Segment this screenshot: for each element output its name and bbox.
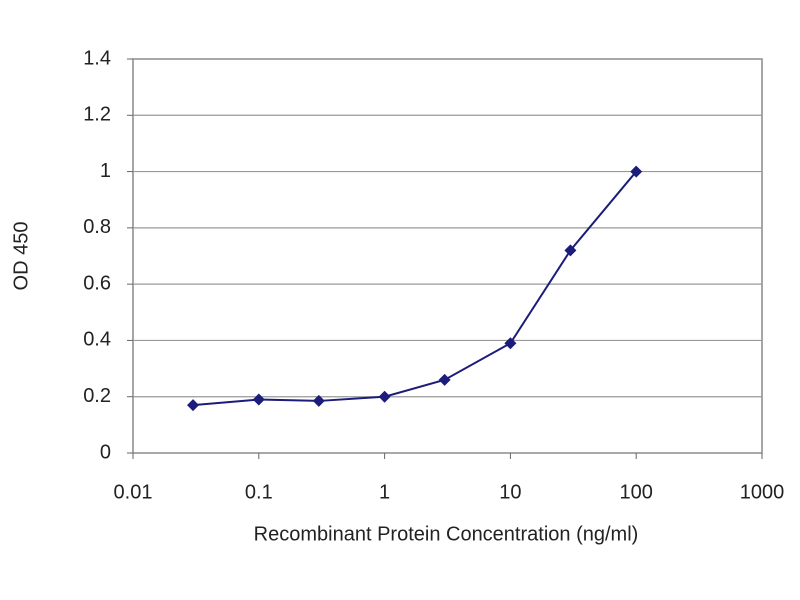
- x-tick-label: 1: [379, 481, 390, 503]
- data-point: [438, 373, 451, 386]
- y-tick-label: 1.4: [83, 47, 111, 69]
- y-tick-label: 0.4: [83, 329, 111, 351]
- x-tick-label: 10: [499, 481, 521, 503]
- series-line: [192, 170, 637, 407]
- data-point: [564, 244, 577, 257]
- data-point: [312, 394, 325, 407]
- y-tick-label: 1: [100, 160, 111, 182]
- data-point: [187, 399, 200, 412]
- y-tick-label: 0: [100, 441, 111, 463]
- x-tick-label: 0.1: [245, 481, 273, 503]
- data-point: [252, 393, 265, 406]
- y-tick-label: 0.2: [83, 385, 111, 407]
- plot-frame: [132, 58, 763, 454]
- data-point: [378, 390, 391, 403]
- x-tick-label: 100: [620, 481, 653, 503]
- y-tick-label: 1.2: [83, 104, 111, 126]
- x-tick-label: 1000: [740, 481, 785, 503]
- x-tick-label: 0.01: [114, 481, 153, 503]
- x-axis-label: Recombinant Protein Concentration (ng/ml…: [254, 523, 639, 545]
- y-tick-label: 0.8: [83, 216, 111, 238]
- y-tick-label: 0.6: [83, 272, 111, 294]
- data-point: [630, 165, 643, 178]
- y-axis-label: OD 450: [10, 222, 32, 291]
- data-point: [504, 337, 517, 350]
